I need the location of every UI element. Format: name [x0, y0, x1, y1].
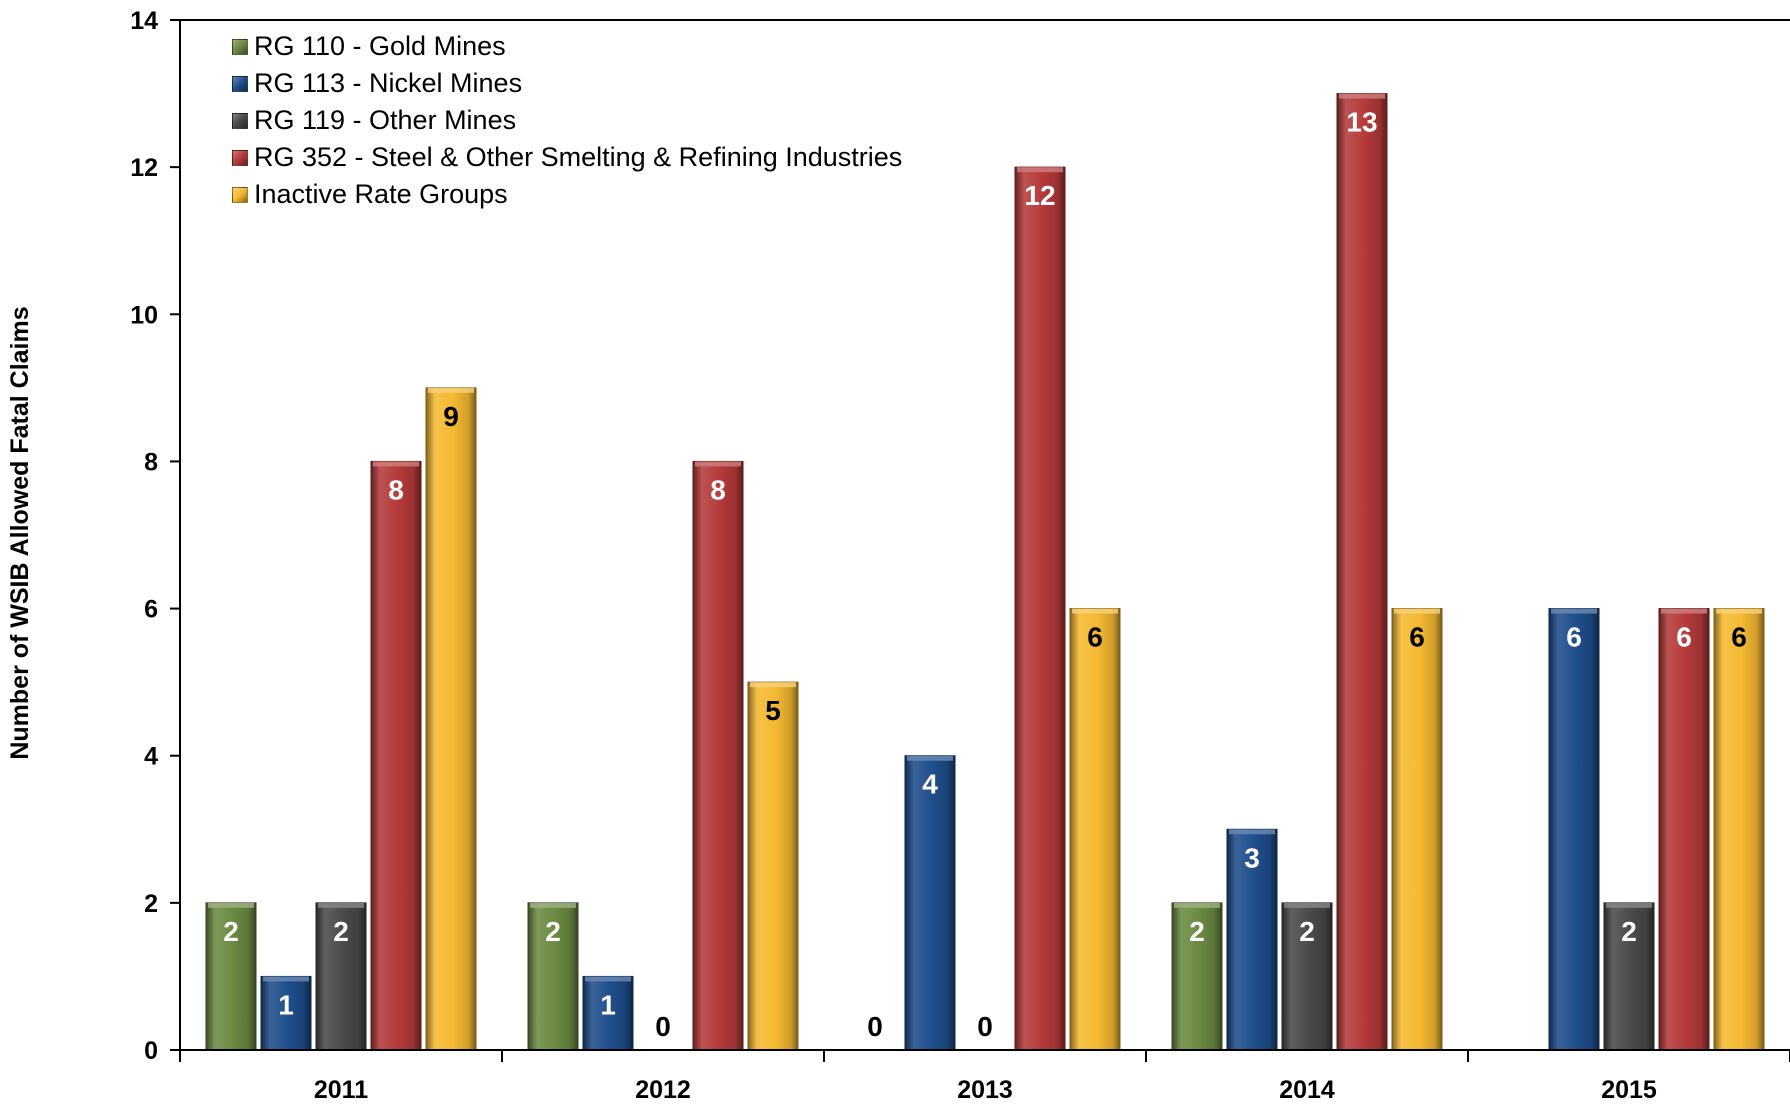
legend-item: RG 352 - Steel & Other Smelting & Refini…	[232, 139, 902, 176]
bar	[1713, 608, 1765, 1051]
legend-swatch-steel	[232, 149, 248, 166]
bar	[1226, 828, 1278, 1051]
bar-highlight	[1284, 902, 1330, 908]
legend: RG 110 - Gold Mines RG 113 - Nickel Mine…	[232, 28, 902, 213]
bar-highlight	[1072, 608, 1118, 614]
data-label: 6	[1566, 622, 1582, 653]
legend-swatch-inactive	[232, 186, 248, 203]
bar	[527, 902, 579, 1051]
y-tick-label: 2	[144, 890, 158, 918]
y-tick-label: 10	[130, 301, 158, 329]
data-label: 2	[1299, 916, 1315, 947]
bar	[692, 460, 744, 1051]
bar	[370, 460, 422, 1051]
x-tick-label: 2011	[314, 1076, 368, 1104]
axes-layer	[170, 19, 1790, 1062]
x-tick-label: 2014	[1279, 1076, 1335, 1104]
bar	[582, 975, 634, 1051]
legend-item: Inactive Rate Groups	[232, 176, 902, 213]
data-label: 0	[655, 1011, 671, 1042]
bar	[1548, 608, 1600, 1051]
data-label: 12	[1024, 180, 1055, 211]
legend-label: RG 119 - Other Mines	[254, 105, 517, 135]
bar	[1014, 166, 1066, 1051]
bar	[1281, 902, 1333, 1051]
x-tick-label: 2013	[957, 1076, 1013, 1104]
bar	[904, 755, 956, 1051]
bar-highlight	[907, 755, 953, 761]
data-label: 3	[1244, 842, 1260, 873]
bar	[1603, 902, 1655, 1051]
data-label: 6	[1676, 622, 1692, 653]
bar	[1336, 93, 1388, 1051]
data-label: 2	[1621, 916, 1637, 947]
y-tick-label: 12	[130, 154, 158, 182]
data-label: 4	[922, 769, 938, 800]
data-label: 2	[333, 916, 349, 947]
data-label: 5	[765, 695, 781, 726]
y-tick-label: 0	[144, 1037, 158, 1065]
data-label: 2	[223, 916, 239, 947]
legend-item: RG 113 - Nickel Mines	[232, 65, 902, 102]
bar-highlight	[1229, 829, 1275, 835]
bar	[747, 681, 799, 1051]
bar	[205, 902, 257, 1051]
data-label: 8	[388, 474, 404, 505]
legend-label: RG 110 - Gold Mines	[254, 31, 506, 61]
data-label: 6	[1731, 622, 1747, 653]
data-label: 8	[710, 474, 726, 505]
data-label: 0	[977, 1011, 993, 1042]
bar-highlight	[1394, 608, 1440, 614]
labels-layer: 2128920112108520120401262013232136201462…	[130, 7, 1747, 1104]
data-label: 1	[278, 989, 294, 1020]
legend-item: RG 119 - Other Mines	[232, 102, 902, 139]
bar	[1069, 608, 1121, 1051]
data-label: 2	[1189, 916, 1205, 947]
bar-highlight	[208, 902, 254, 908]
data-label: 6	[1409, 622, 1425, 653]
legend-label: Inactive Rate Groups	[254, 179, 508, 209]
data-label: 9	[443, 401, 459, 432]
bar-highlight	[1174, 902, 1220, 908]
x-tick-label: 2012	[635, 1076, 691, 1104]
data-label: 2	[545, 916, 561, 947]
legend-item: RG 110 - Gold Mines	[232, 28, 902, 65]
bar	[260, 975, 312, 1051]
legend-swatch-gold	[232, 38, 248, 55]
bar-highlight	[750, 682, 796, 688]
bars-layer	[205, 93, 1765, 1051]
bar	[425, 387, 477, 1051]
bar-highlight	[318, 902, 364, 908]
bar-highlight	[1551, 608, 1597, 614]
bar-highlight	[373, 461, 419, 467]
legend-swatch-other	[232, 112, 248, 129]
data-label: 1	[600, 989, 616, 1020]
y-tick-label: 6	[144, 596, 158, 624]
x-tick-label: 2015	[1601, 1076, 1657, 1104]
bar-highlight	[1339, 93, 1385, 99]
bar-highlight	[1017, 167, 1063, 173]
bar-highlight	[530, 902, 576, 908]
y-tick-label: 8	[144, 448, 158, 476]
y-tick-label: 14	[130, 7, 158, 35]
bar-highlight	[263, 976, 309, 982]
data-label: 6	[1087, 622, 1103, 653]
y-axis-label: Number of WSIB Allowed Fatal Claims	[6, 306, 34, 760]
bar-highlight	[585, 976, 631, 982]
y-tick-label: 4	[144, 743, 158, 771]
data-label: 13	[1346, 107, 1377, 138]
bar	[1391, 608, 1443, 1051]
bar-highlight	[1606, 902, 1652, 908]
data-label: 0	[867, 1011, 883, 1042]
bar-highlight	[1661, 608, 1707, 614]
bar	[1658, 608, 1710, 1051]
bar-highlight	[428, 387, 474, 393]
legend-swatch-nickel	[232, 75, 248, 92]
legend-label: RG 113 - Nickel Mines	[254, 68, 523, 98]
legend-label: RG 352 - Steel & Other Smelting & Refini…	[254, 142, 903, 172]
bar-highlight	[1716, 608, 1762, 614]
bar-highlight	[695, 461, 741, 467]
